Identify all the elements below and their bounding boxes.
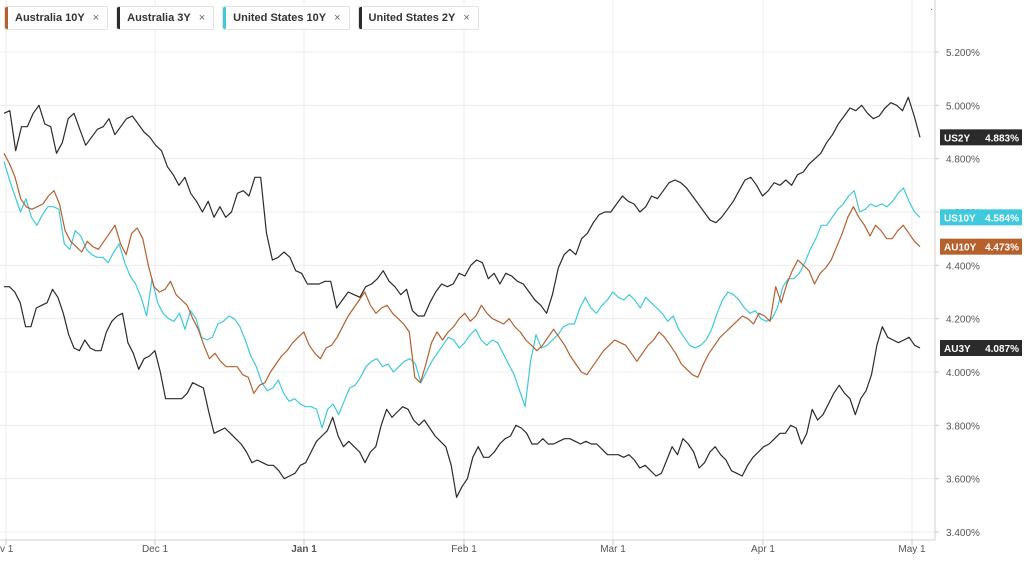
y-tick-label: 4.400% bbox=[946, 261, 980, 272]
legend-swatch-australia-10y bbox=[5, 7, 8, 29]
y-tick-label: 3.600% bbox=[946, 475, 980, 486]
badge-background bbox=[940, 209, 1022, 226]
legend-label: United States 10Y bbox=[233, 12, 327, 24]
badge-value: 4.087% bbox=[985, 344, 1019, 355]
x-tick-label: Apr 1 bbox=[751, 544, 775, 555]
remove-series-icon[interactable]: × bbox=[334, 12, 341, 24]
x-tick-label: v 1 bbox=[0, 544, 14, 555]
y-tick-label: 4.000% bbox=[946, 368, 980, 379]
badge-united-states-10y: US10Y 4.584% bbox=[940, 209, 1022, 226]
legend-label: Australia 3Y bbox=[127, 12, 191, 24]
series-line-australia-3y[interactable] bbox=[4, 286, 921, 498]
remove-series-icon[interactable]: × bbox=[463, 12, 470, 24]
legend-swatch-united-states-10y bbox=[223, 7, 227, 29]
chart-legend: Australia 10Y × Australia 3Y × United St… bbox=[4, 6, 479, 30]
y-axis-ticks: 5.200%5.000%4.800%4.600%4.400%4.200%4.00… bbox=[935, 48, 980, 539]
legend-item-australia-10y[interactable]: Australia 10Y × bbox=[4, 6, 109, 30]
legend-item-united-states-10y[interactable]: United States 10Y × bbox=[222, 6, 350, 30]
x-tick-label: Dec 1 bbox=[142, 544, 169, 555]
x-tick-label: May 1 bbox=[898, 544, 926, 555]
legend-item-united-states-2y[interactable]: United States 2Y × bbox=[357, 6, 479, 30]
badge-symbol: US10Y bbox=[944, 213, 976, 224]
badge-background bbox=[940, 340, 1022, 356]
legend-label: United States 2Y bbox=[368, 12, 456, 24]
badge-symbol: AU10Y bbox=[944, 243, 977, 254]
series-line-australia-10y[interactable] bbox=[3, 153, 921, 394]
badge-symbol: AU3Y bbox=[944, 344, 971, 355]
badge-background bbox=[940, 129, 1022, 146]
badge-symbol: US2Y bbox=[944, 133, 970, 144]
y-tick-label: 5.200% bbox=[946, 48, 980, 59]
x-tick-label: Feb 1 bbox=[451, 544, 477, 555]
remove-series-icon[interactable]: × bbox=[198, 12, 206, 24]
series-line-united-states-2y[interactable] bbox=[3, 96, 921, 317]
y-tick-label: 4.200% bbox=[946, 315, 980, 326]
badge-background bbox=[940, 238, 1022, 255]
x-tick-label: Mar 1 bbox=[600, 544, 626, 555]
legend-item-australia-3y[interactable]: Australia 3Y × bbox=[116, 6, 215, 30]
badge-value: 4.584% bbox=[985, 213, 1019, 224]
series-lines bbox=[3, 96, 921, 498]
x-tick-label: Jan 1 bbox=[291, 544, 317, 555]
badge-value: 4.473% bbox=[985, 243, 1019, 254]
y-tick-label: 5.000% bbox=[946, 101, 980, 112]
badge-australia-10y: AU10Y 4.473% bbox=[940, 238, 1022, 255]
legend-swatch-australia-3y bbox=[117, 7, 121, 29]
series-line-united-states-10y[interactable] bbox=[3, 161, 921, 429]
legend-label: Australia 10Y bbox=[15, 12, 85, 24]
y-tick-label: 3.800% bbox=[946, 421, 980, 432]
x-axis-ticks: v 1 Dec 1 Jan 1 Feb 1 Mar 1 Apr 1 May 1 bbox=[0, 540, 926, 555]
corner-marker: · bbox=[930, 4, 933, 15]
legend-swatch-united-states-2y bbox=[358, 7, 362, 29]
grid-lines bbox=[0, 0, 935, 540]
last-value-badges: US2Y 4.883% US10Y 4.584% AU10Y 4.473% AU3Y 4.08… bbox=[940, 129, 1022, 356]
remove-series-icon[interactable]: × bbox=[92, 12, 100, 24]
badge-united-states-2y: US2Y 4.883% bbox=[940, 129, 1022, 146]
y-tick-label: 3.400% bbox=[946, 528, 980, 539]
badge-australia-3y: AU3Y 4.087% bbox=[940, 340, 1022, 356]
y-tick-label: 4.800% bbox=[946, 155, 980, 166]
badge-value: 4.883% bbox=[985, 133, 1019, 144]
